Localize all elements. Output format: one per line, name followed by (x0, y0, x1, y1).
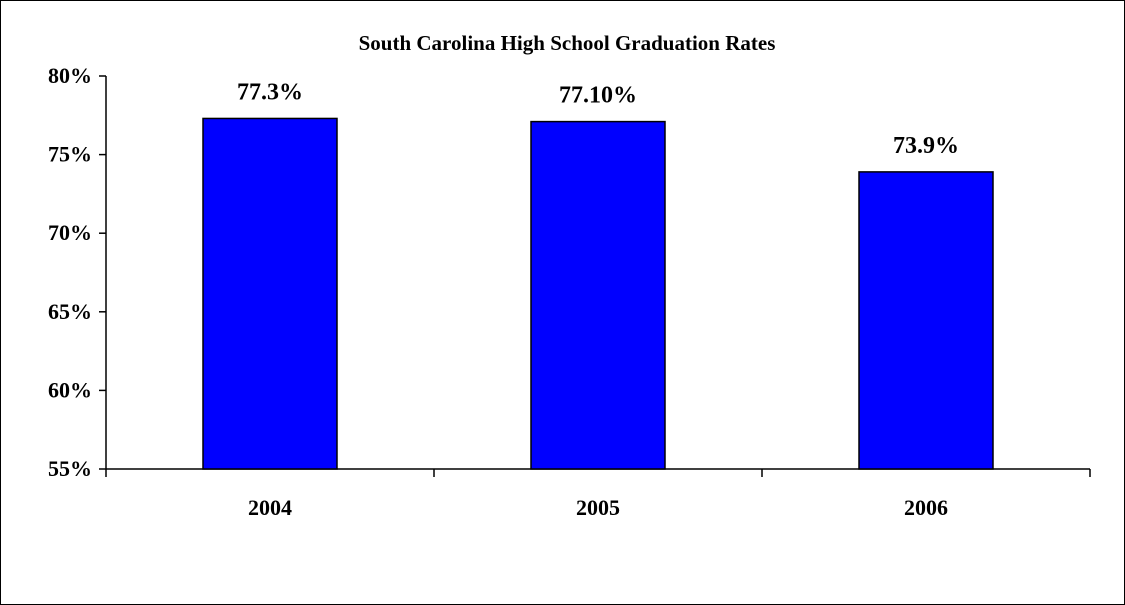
x-tick-label: 2006 (904, 495, 948, 520)
x-tick-label: 2005 (576, 495, 620, 520)
chart-title: South Carolina High School Graduation Ra… (359, 31, 776, 55)
y-tick-label: 75% (48, 142, 92, 167)
bar-2004 (202, 117, 338, 470)
bar-2005 (530, 120, 666, 470)
data-label-2004: 77.3% (237, 79, 303, 105)
x-tick-label: 2004 (248, 495, 292, 520)
y-tick-label: 55% (48, 456, 92, 481)
data-label-2006: 73.9% (893, 133, 959, 159)
y-tick-label: 70% (48, 220, 92, 245)
bar-2006 (858, 171, 994, 470)
axes: 55% 60% 65% 70% 75% 80% 2004 2005 2006 (48, 63, 1091, 520)
bars (202, 117, 994, 470)
y-tick-label: 60% (48, 377, 92, 402)
data-labels: 77.3% 77.10% 73.9% (237, 79, 959, 158)
y-tick-label: 65% (48, 299, 92, 324)
y-tick-label: 80% (48, 63, 92, 88)
data-label-2005: 77.10% (559, 83, 637, 109)
